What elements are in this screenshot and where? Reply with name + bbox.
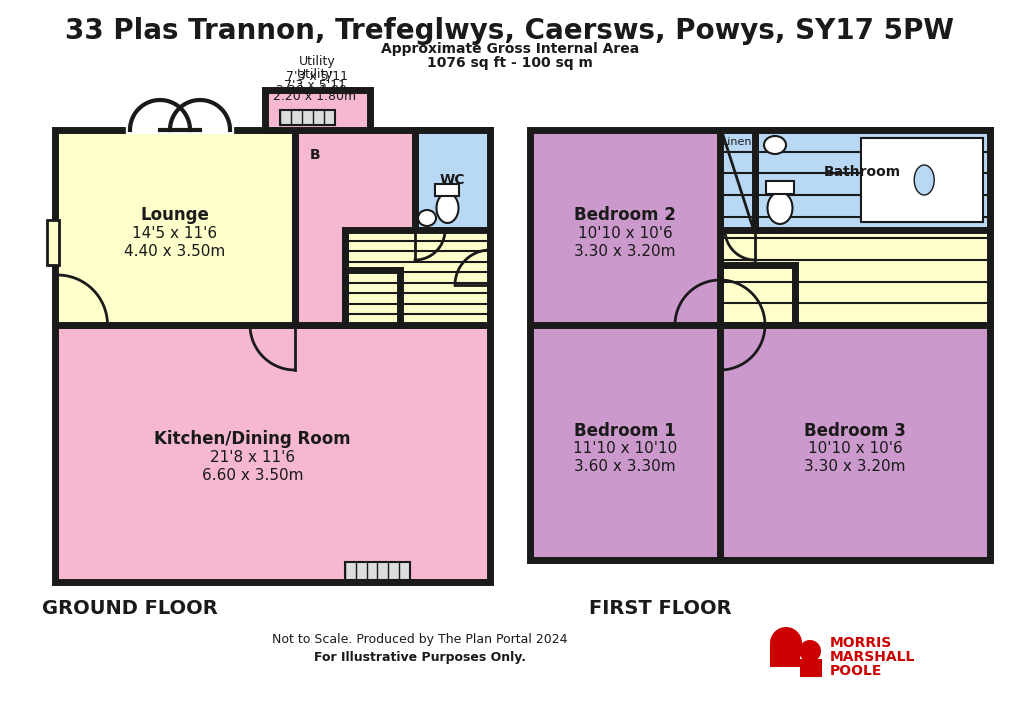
Text: 7'3 x 5'11: 7'3 x 5'11 <box>286 70 348 83</box>
Text: 7'3 x 5'11: 7'3 x 5'11 <box>283 79 345 92</box>
Text: 21'8 x 11'6: 21'8 x 11'6 <box>210 450 294 465</box>
Ellipse shape <box>418 210 435 226</box>
Bar <box>47 220 59 265</box>
Bar <box>344 230 489 325</box>
Text: 11'10 x 10'10: 11'10 x 10'10 <box>573 441 677 456</box>
Text: 33 Plas Trannon, Trefeglwys, Caersws, Powys, SY17 5PW: 33 Plas Trannon, Trefeglwys, Caersws, Po… <box>65 17 954 45</box>
Bar <box>415 130 489 230</box>
Text: Approximate Gross Internal Area: Approximate Gross Internal Area <box>380 42 639 56</box>
Bar <box>530 325 719 560</box>
Bar <box>799 659 821 677</box>
Text: POOLE: POOLE <box>829 664 881 678</box>
Bar <box>765 181 793 194</box>
Circle shape <box>798 640 820 662</box>
Text: 10'10 x 10'6: 10'10 x 10'6 <box>807 441 902 456</box>
Bar <box>754 130 989 230</box>
Text: 10'10 x 10'6: 10'10 x 10'6 <box>577 226 672 241</box>
Bar <box>719 325 989 560</box>
Text: B: B <box>310 148 320 162</box>
Ellipse shape <box>436 193 459 223</box>
Ellipse shape <box>766 192 792 224</box>
Text: Bedroom 2: Bedroom 2 <box>574 207 676 225</box>
Bar <box>344 562 410 580</box>
Bar <box>769 645 799 667</box>
Ellipse shape <box>913 165 933 195</box>
Bar <box>55 130 294 325</box>
Text: 2.20 x 1.80m: 2.20 x 1.80m <box>276 84 359 96</box>
Text: MARSHALL: MARSHALL <box>829 650 914 664</box>
Bar <box>530 130 719 325</box>
Text: Utility: Utility <box>297 68 333 81</box>
Text: 1076 sq ft - 100 sq m: 1076 sq ft - 100 sq m <box>427 56 592 70</box>
Bar <box>860 138 982 222</box>
Bar <box>294 130 489 325</box>
Text: 3.30 x 3.20m: 3.30 x 3.20m <box>803 459 905 474</box>
Bar <box>719 130 989 325</box>
Text: Utility: Utility <box>299 55 335 68</box>
Ellipse shape <box>763 136 786 154</box>
Text: 2.20 x 1.80m: 2.20 x 1.80m <box>273 90 357 103</box>
Text: 3.30 x 3.20m: 3.30 x 3.20m <box>574 244 675 259</box>
Text: MORRIS: MORRIS <box>829 636 892 650</box>
Text: 14'5 x 11'6: 14'5 x 11'6 <box>132 226 217 241</box>
Text: 6.60 x 3.50m: 6.60 x 3.50m <box>202 468 303 483</box>
Bar <box>719 130 754 230</box>
Text: Bedroom 1: Bedroom 1 <box>574 421 676 439</box>
Text: For Illustrative Purposes Only.: For Illustrative Purposes Only. <box>314 650 526 664</box>
Bar <box>435 184 459 196</box>
Bar <box>55 325 489 582</box>
Text: 3.60 x 3.30m: 3.60 x 3.30m <box>574 459 676 474</box>
Bar <box>265 90 370 130</box>
Text: Lounge: Lounge <box>141 207 209 225</box>
Text: GROUND FLOOR: GROUND FLOOR <box>42 598 218 618</box>
Text: Kitchen/Dining Room: Kitchen/Dining Room <box>154 431 351 449</box>
Text: Bedroom 3: Bedroom 3 <box>803 421 905 439</box>
Text: WC: WC <box>439 173 465 187</box>
Text: Not to Scale. Produced by The Plan Portal 2024: Not to Scale. Produced by The Plan Porta… <box>272 634 568 647</box>
Bar <box>280 110 334 125</box>
Text: 4.40 x 3.50m: 4.40 x 3.50m <box>124 244 225 259</box>
Text: Linen: Linen <box>721 137 752 147</box>
Text: Bathroom: Bathroom <box>823 165 900 179</box>
Circle shape <box>769 627 801 659</box>
Text: FIRST FLOOR: FIRST FLOOR <box>588 598 731 618</box>
